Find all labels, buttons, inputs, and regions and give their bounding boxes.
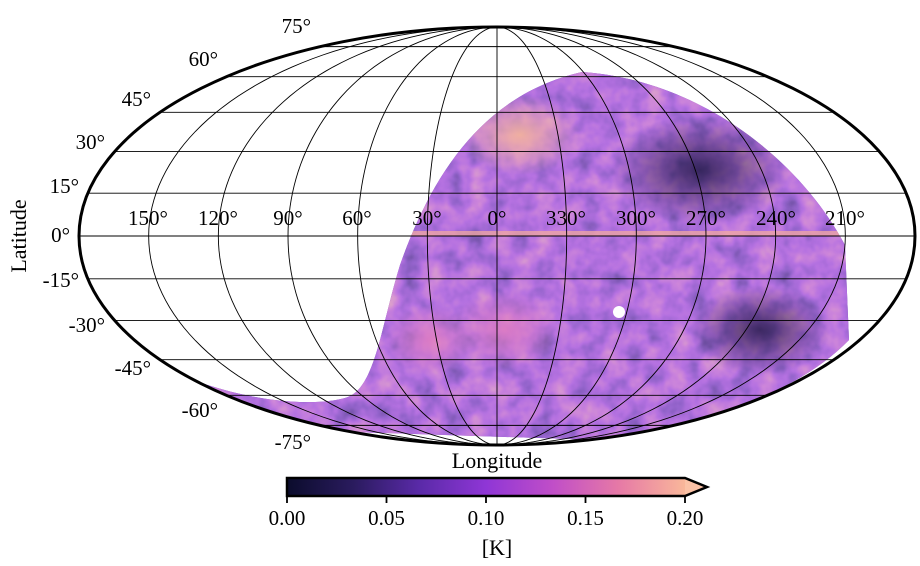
meridian-line: [496, 27, 777, 445]
lat-tick-75: 75°: [282, 14, 311, 38]
lat-tick-45: 45°: [122, 87, 151, 111]
y-axis-label: Latitude: [6, 199, 31, 272]
meridian-line: [496, 27, 707, 445]
lon-tick-330: 330°: [546, 206, 586, 230]
meridian-line: [217, 27, 498, 445]
lat-tick-neg75: -75°: [275, 430, 311, 454]
colorbar-tick-0: 0.00: [269, 506, 306, 530]
lat-tick-0: 0°: [51, 223, 70, 247]
sky-data-layer: [165, 72, 849, 440]
colorbar-ticks: [286, 496, 686, 503]
map-boundary: [77, 25, 917, 447]
meridian-line: [148, 27, 498, 445]
lon-tick-270: 270°: [686, 206, 726, 230]
x-axis-label: Longitude: [452, 448, 542, 473]
colorbar-outline: [285, 476, 711, 498]
galactic-plane-band: [300, 231, 849, 236]
colorbar-tick-2: 0.10: [468, 506, 505, 530]
meridian-line: [496, 27, 568, 445]
bright-region-south: [450, 290, 560, 370]
lat-tick-15: 15°: [50, 174, 79, 198]
lat-tick-30: 30°: [76, 130, 105, 154]
lat-tick-neg60: -60°: [182, 398, 218, 422]
masked-hole: [613, 306, 625, 318]
meridian-line: [357, 27, 498, 445]
lon-tick-300: 300°: [616, 206, 656, 230]
colorbar-body: [287, 478, 685, 496]
lon-tick-60: 60°: [342, 206, 371, 230]
lon-tick-240: 240°: [756, 206, 796, 230]
lon-tick-30: 30°: [412, 206, 441, 230]
colorbar-tick-labels: 0.00 0.05 0.10 0.15 0.20: [269, 506, 704, 530]
colorbar-extend-arrow: [685, 478, 707, 496]
colorbar: 0.00 0.05 0.10 0.15 0.20 [K]: [269, 476, 711, 560]
meridian-line: [496, 27, 637, 445]
meridian-line: [287, 27, 498, 445]
longitude-tick-labels: 150° 120° 90° 60° 30° 0° 330° 300° 270° …: [128, 206, 865, 230]
meridian-line: [426, 27, 498, 445]
lat-tick-neg30: -30°: [69, 313, 105, 337]
lon-tick-120: 120°: [198, 206, 238, 230]
lon-tick-0: 0°: [488, 206, 507, 230]
lon-tick-90: 90°: [273, 206, 302, 230]
dark-region: [610, 115, 790, 225]
colorbar-tick-4: 0.20: [667, 506, 704, 530]
meridian-line: [496, 27, 846, 445]
colorbar-tick-3: 0.15: [567, 506, 604, 530]
lon-tick-210: 210°: [825, 206, 865, 230]
lat-tick-60: 60°: [189, 47, 218, 71]
lat-tick-neg15: -15°: [43, 268, 79, 292]
colorbar-tick-1: 0.05: [368, 506, 405, 530]
colorbar-unit-label: [K]: [482, 535, 513, 560]
latitude-tick-labels: 75° 60° 45° 30° 15° 0° -15° -30° -45° -6…: [43, 14, 311, 454]
lon-tick-150: 150°: [128, 206, 168, 230]
lat-tick-neg45: -45°: [115, 356, 151, 380]
